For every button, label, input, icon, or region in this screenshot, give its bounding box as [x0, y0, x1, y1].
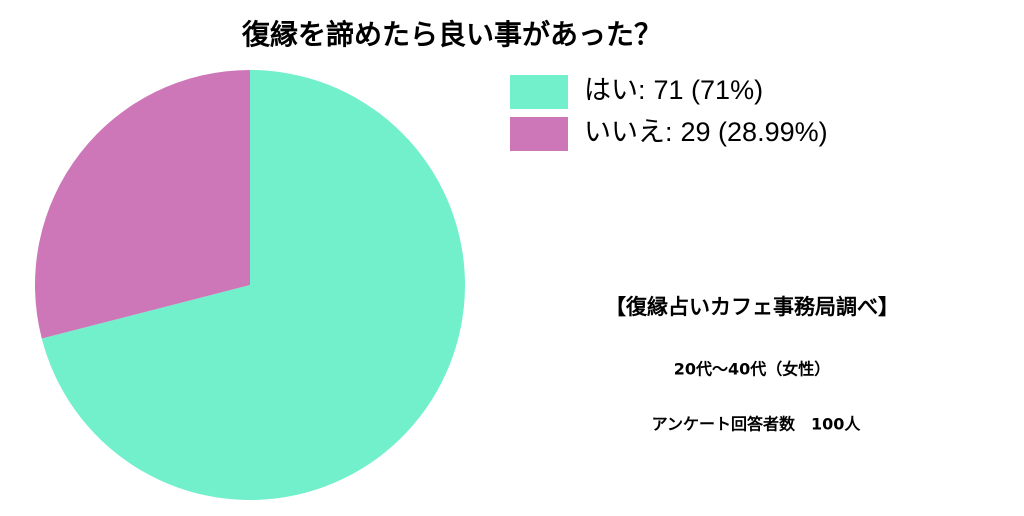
legend-label: はい:	[584, 75, 646, 105]
legend-swatch	[510, 117, 568, 151]
annotation: 20代〜40代（女性）	[674, 360, 831, 379]
pie-slice	[34, 70, 251, 339]
legend-label: いいえ:	[584, 117, 673, 147]
annotation: 【復縁占いカフェ事務局調べ】	[605, 295, 899, 319]
pie-slice	[41, 70, 466, 500]
legend-value: 29 (28.99%)	[681, 117, 828, 147]
legend-value: 71 (71%)	[654, 75, 764, 105]
legend-entry: はい: 71 (71%)	[584, 75, 763, 105]
legend-entry: いいえ: 29 (28.99%)	[584, 117, 828, 147]
annotation: アンケート回答者数 100人	[652, 415, 862, 434]
chart-title: 復縁を諦めたら良い事があった？	[241, 18, 662, 51]
legend-swatch	[510, 75, 568, 109]
